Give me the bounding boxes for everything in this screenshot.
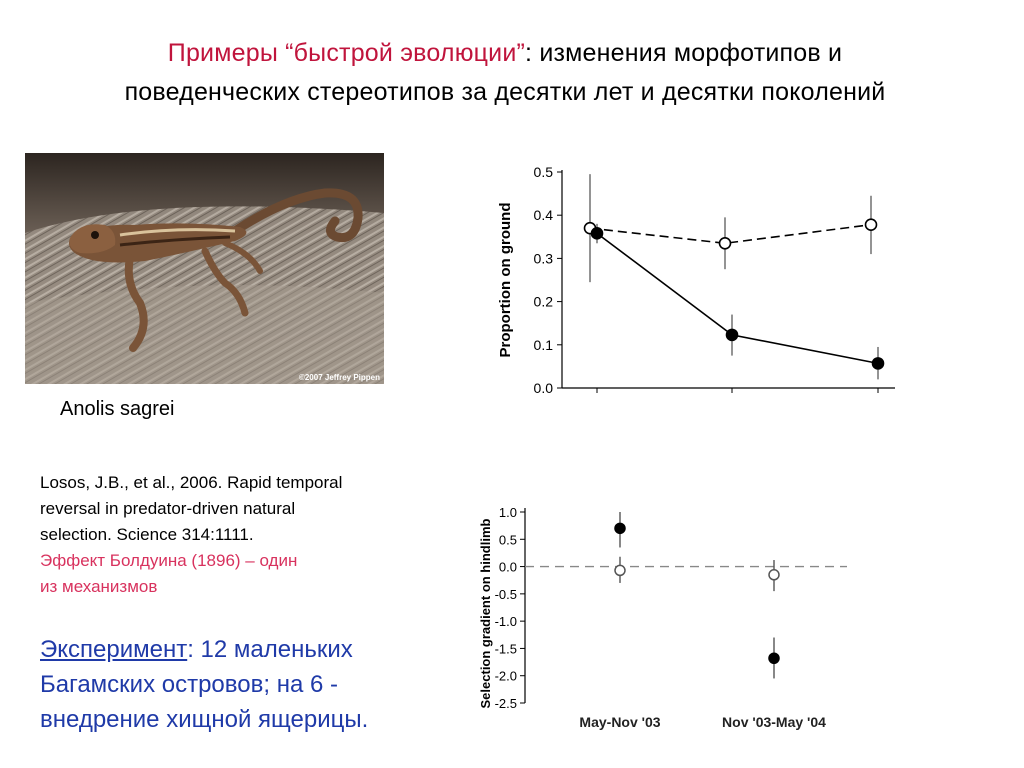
reference-line-2: reversal in predator-driven natural	[40, 499, 296, 518]
y-tick-label: 0.0	[534, 380, 554, 396]
title-rest: : изменения морфотипов и	[525, 39, 843, 67]
baldwin-line-1: Эффект Болдуина (1896) – один	[40, 551, 298, 570]
experiment-line-1: Эксперимент: 12 маленьких	[40, 632, 470, 667]
filled-point	[614, 522, 626, 535]
experiment-line-2: Багамских островов; на 6 -	[40, 671, 338, 698]
open-point	[768, 569, 780, 581]
x-category-label: Nov '03-May '04	[722, 714, 826, 730]
experiment-line-3: внедрение хищной ящерицы.	[40, 706, 369, 733]
reference-block: Losos, J.B., et al., 2006. Rapid tempora…	[40, 470, 460, 600]
y-tick-label: 0.5	[534, 164, 554, 180]
title-line-1: Примеры “быстрой эволюции”: изменения мо…	[0, 34, 1010, 73]
photo-credit: ©2007 Jeffrey Pippen	[299, 373, 380, 382]
series-filled-line	[596, 232, 879, 365]
y-tick-label: -1.5	[495, 641, 517, 656]
y-tick-label: 0.1	[534, 337, 554, 353]
y-tick-label: -1.0	[495, 614, 517, 629]
lizard-illustration: ©2007 Jeffrey Pippen	[25, 153, 384, 384]
proportion-ground-chart: 0.0 0.1 0.2 0.3 0.4 0.5 Proportion on ground	[497, 164, 895, 396]
y-tick-label: 0.2	[534, 294, 554, 310]
experiment-line-1-rest: : 12 маленьких	[187, 636, 353, 663]
experiment-block: Эксперимент: 12 маленьких Багамских остр…	[40, 632, 470, 737]
experiment-label: Эксперимент	[40, 636, 188, 663]
y-tick-label: 0.0	[499, 560, 517, 575]
lizard-photo: ©2007 Jeffrey Pippen	[25, 153, 384, 384]
y-tick-label: 0.4	[534, 207, 554, 223]
y-tick-label: 0.3	[534, 250, 554, 266]
baldwin-line-2: из механизмов	[40, 577, 158, 596]
slide-title: Примеры “быстрой эволюции”: изменения мо…	[0, 34, 1010, 112]
y-axis-label: Selection gradient on hindlimb	[478, 518, 493, 708]
y-axis-label: Proportion on ground	[497, 203, 514, 358]
y-tick-label: 0.5	[499, 532, 517, 547]
reference-line-3: selection. Science 314:1111.	[40, 525, 254, 544]
y-tick-label: -2.0	[495, 669, 517, 684]
title-line-2: поведенческих стереотипов за десятки лет…	[124, 78, 886, 106]
filled-point	[768, 652, 780, 665]
title-accent: Примеры “быстрой эволюции”	[167, 39, 526, 67]
filled-point	[725, 328, 739, 342]
open-point	[718, 236, 732, 250]
reference-line-1: Losos, J.B., et al., 2006. Rapid tempora…	[40, 473, 343, 492]
y-tick-label: -0.5	[495, 587, 517, 602]
x-category-label: May-Nov '03	[579, 714, 660, 730]
open-point	[614, 564, 626, 577]
open-point	[864, 218, 878, 232]
y-tick-label: 1.0	[499, 505, 517, 520]
filled-point	[871, 357, 885, 370]
y-tick-label: -2.5	[495, 696, 517, 711]
filled-point	[590, 227, 604, 240]
series-open-line	[589, 223, 872, 245]
photo-caption: Anolis sagrei	[60, 398, 175, 420]
